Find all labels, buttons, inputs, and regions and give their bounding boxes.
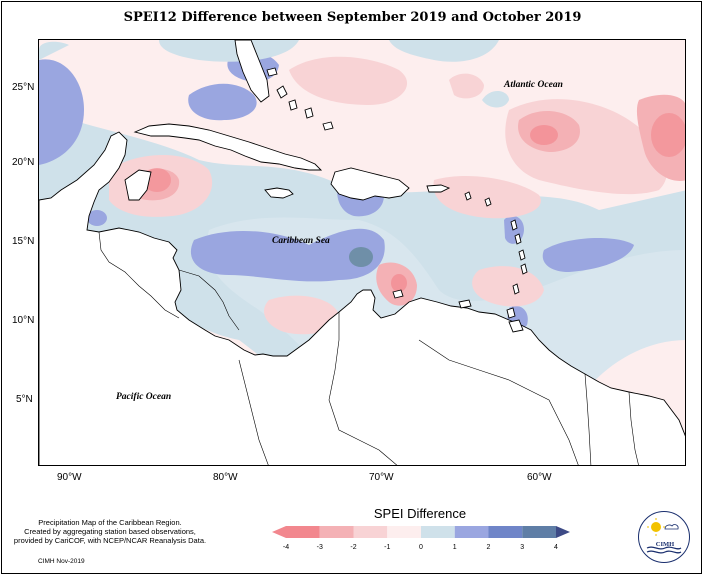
lon-tick-80w: 80°W bbox=[213, 472, 238, 483]
lat-tick-10n: 10°N bbox=[12, 315, 35, 326]
atlantic-ocean-label: Atlantic Ocean bbox=[504, 80, 563, 90]
legend-swatch bbox=[421, 526, 455, 538]
lat-tick-15n: 15°N bbox=[12, 236, 35, 247]
lat-tick-25n: 25°N bbox=[12, 82, 35, 93]
map-panel bbox=[38, 39, 686, 466]
legend-tick-label: 3 bbox=[520, 544, 524, 551]
legend-tick-label: 0 bbox=[419, 544, 423, 551]
legend-swatch bbox=[454, 526, 489, 538]
legend-tick-label: -1 bbox=[384, 544, 390, 551]
logo-emblem-icon bbox=[646, 518, 682, 554]
legend-tick-label: -4 bbox=[283, 544, 289, 551]
legend-swatch bbox=[488, 526, 523, 538]
legend-tick-label: 1 bbox=[453, 544, 457, 551]
legend-swatch bbox=[387, 526, 421, 538]
legend-tick-label: 2 bbox=[487, 544, 491, 551]
legend-swatch bbox=[353, 526, 388, 538]
lon-tick-70w: 70°W bbox=[369, 472, 394, 483]
land-outlines bbox=[39, 40, 685, 465]
pacific-ocean-label: Pacific Ocean bbox=[116, 392, 172, 402]
lat-tick-5n: 5°N bbox=[16, 394, 33, 405]
cimh-logo: CIMH bbox=[638, 511, 690, 563]
legend-swatch bbox=[319, 526, 354, 538]
logo-text: CIMH bbox=[655, 541, 675, 548]
country-borders bbox=[98, 231, 639, 465]
spei-difference-map bbox=[39, 40, 685, 465]
legend-arrow-high bbox=[556, 526, 570, 538]
legend-swatch bbox=[286, 526, 320, 538]
caribbean-sea-label: Caribbean Sea bbox=[272, 236, 330, 246]
legend-swatch bbox=[522, 526, 556, 538]
legend-tick-label: 4 bbox=[554, 544, 558, 551]
legend-arrow-low bbox=[272, 526, 286, 538]
lon-tick-60w: 60°W bbox=[527, 472, 552, 483]
map-title: SPEI12 Difference between September 2019… bbox=[123, 10, 582, 25]
note-line-1: Precipitation Map of the Caribbean Regio… bbox=[38, 518, 182, 527]
credit-text: CIMH Nov-2019 bbox=[38, 558, 85, 565]
note-line-3: provided by CariCOF, with NCEP/NCAR Rean… bbox=[13, 536, 207, 545]
lon-tick-90w: 90°W bbox=[57, 472, 82, 483]
note-line-2: Created by aggregating station based obs… bbox=[24, 527, 196, 536]
legend-tick-label: -2 bbox=[350, 544, 356, 551]
legend-tick-label: -3 bbox=[317, 544, 323, 551]
legend-colorbar: -4 -3 -2 -1 0 1 2 3 4 bbox=[272, 526, 570, 551]
lat-tick-20n: 20°N bbox=[12, 157, 35, 168]
legend-title: SPEI Difference bbox=[373, 506, 467, 521]
